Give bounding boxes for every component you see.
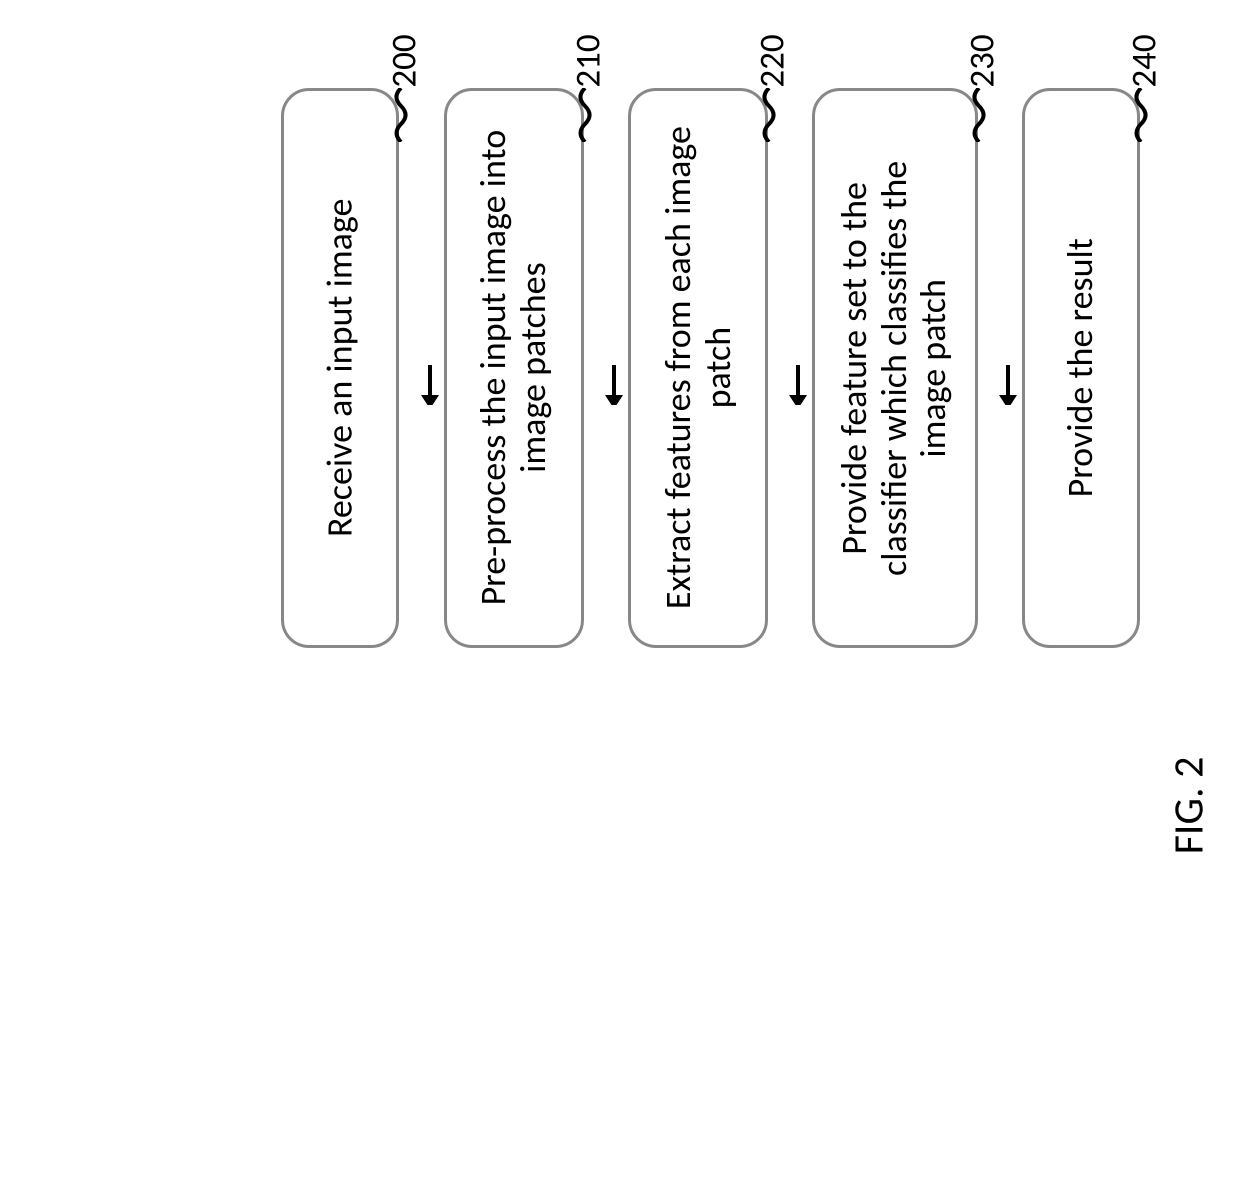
node-210-label: Pre-process the input image into image p… xyxy=(474,130,553,606)
figure-label: FIG. 2 xyxy=(1163,757,1214,855)
arrow-230-240 xyxy=(993,355,1023,405)
ref-210: 210 xyxy=(568,34,610,87)
node-200-label: Receive an input image xyxy=(320,199,360,538)
node-230: Provide feature set to the classifier wh… xyxy=(812,88,978,648)
node-220: Extract features from each image patch xyxy=(628,88,768,648)
ref-240: 240 xyxy=(1124,34,1166,87)
ref-230: 230 xyxy=(962,34,1004,87)
squiggle-210 xyxy=(570,88,600,142)
ref-220: 220 xyxy=(752,34,794,87)
node-240: Provide the result xyxy=(1022,88,1140,648)
squiggle-200 xyxy=(386,88,416,142)
arrow-220-230 xyxy=(783,355,813,405)
ref-200: 200 xyxy=(384,34,426,87)
squiggle-230 xyxy=(964,88,994,142)
arrow-210-220 xyxy=(599,355,629,405)
node-230-label: Provide feature set to the classifier wh… xyxy=(836,160,955,575)
node-220-label: Extract features from each image patch xyxy=(658,127,737,610)
squiggle-240 xyxy=(1126,88,1156,142)
node-200: Receive an input image xyxy=(281,88,399,648)
squiggle-220 xyxy=(754,88,784,142)
arrow-200-210 xyxy=(415,355,445,405)
diagram-container: Receive an input image 200 Pre-process t… xyxy=(0,0,1240,1201)
node-210: Pre-process the input image into image p… xyxy=(444,88,584,648)
node-240-label: Provide the result xyxy=(1061,238,1101,497)
